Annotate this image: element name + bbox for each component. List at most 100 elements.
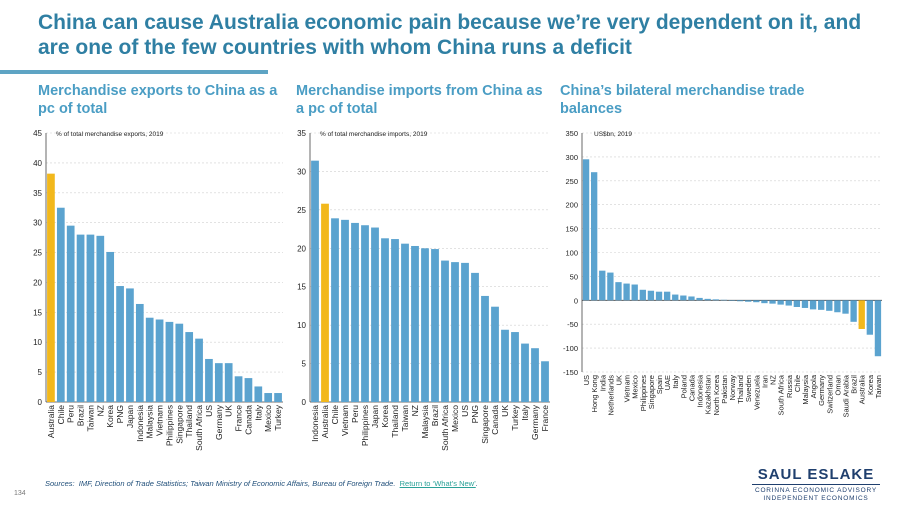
chart1-bar xyxy=(214,363,223,402)
chart1-category-label: Philippines xyxy=(164,405,174,446)
chart3-bar xyxy=(582,159,590,301)
chart2-subtitle: Merchandise imports from China as a pc o… xyxy=(296,83,543,117)
chart2-category-label: France xyxy=(540,405,550,432)
chart1-ytick-label: 40 xyxy=(33,159,42,168)
chart1-bar xyxy=(244,378,253,402)
chart3-ytick-label: -100 xyxy=(563,344,578,353)
chart3-category-label: South Africa xyxy=(777,374,786,415)
chart1-category-label: Japan xyxy=(125,405,135,428)
chart1-bar xyxy=(234,376,243,402)
chart2-category-label: Philippines xyxy=(360,405,370,446)
chart2-category-label: US xyxy=(460,405,470,417)
chart1-bar xyxy=(106,251,115,402)
chart2-bar xyxy=(421,248,429,402)
chart1-ytick-label: 30 xyxy=(33,219,42,228)
chart3-bar xyxy=(647,290,655,301)
chart3-bar xyxy=(858,300,865,329)
chart3-category-label: Canada xyxy=(687,374,696,401)
chart3-category-label: Vietnam xyxy=(623,375,632,402)
chart3-bar xyxy=(777,300,784,305)
chart1-bar xyxy=(76,234,85,402)
chart3-category-label: Pakistan xyxy=(720,375,729,404)
chart1-category-label: Germany xyxy=(214,404,224,440)
chart2-category-label: Germany xyxy=(530,404,540,440)
chart1-bar xyxy=(155,319,164,402)
chart3-bar xyxy=(591,172,598,301)
chart3-ytick-label: -50 xyxy=(567,320,578,329)
chart3-bar xyxy=(704,298,711,301)
chart1-category-label: Korea xyxy=(105,405,115,428)
page-number: 134 xyxy=(14,490,26,497)
chart3-bar xyxy=(809,300,817,310)
chart1-category-label: France xyxy=(234,405,244,432)
chart2-ytick-label: 35 xyxy=(297,129,306,138)
chart1-ytick-label: 25 xyxy=(33,249,42,258)
chart3-category-label: Germany xyxy=(817,375,826,406)
chart1-category-label: Taiwan xyxy=(85,405,95,432)
chart2-ytick-label: 15 xyxy=(297,283,306,292)
chart1-category-label: US xyxy=(204,405,214,417)
chart1-ytick-label: 45 xyxy=(33,129,42,138)
chart2-bar xyxy=(411,245,419,402)
chart2-ytick-label: 0 xyxy=(302,398,307,407)
chart3-bar xyxy=(761,300,768,304)
chart1-category-label: Malaysia xyxy=(145,405,155,439)
chart1-category-label: PNG xyxy=(115,405,125,423)
chart3-ytick-label: 300 xyxy=(565,153,578,162)
chart2-category-label: Turkey xyxy=(510,404,520,430)
chart1-ytick-label: 10 xyxy=(33,338,42,347)
chart2-category-label: Italy xyxy=(520,404,530,420)
chart3-bar xyxy=(615,282,622,301)
chart3-category-label: Taiwan xyxy=(874,375,883,398)
chart3-bar xyxy=(753,300,760,303)
chart3-category-label: Kazakhstan xyxy=(704,375,713,414)
chart2-ytick-label: 10 xyxy=(297,321,306,330)
chart2-ytick-label: 5 xyxy=(302,360,307,369)
chart2-bar xyxy=(341,219,349,402)
chart3-category-label: Malaysia xyxy=(801,374,810,404)
chart3-category-label: Italy xyxy=(671,375,680,389)
chart1-bar xyxy=(175,323,184,402)
return-link[interactable]: Return to ‘What’s New’ xyxy=(399,479,476,488)
chart1-bar xyxy=(116,286,124,402)
chart2-category-label: NZ xyxy=(410,405,420,416)
chart3-bar xyxy=(785,300,792,306)
chart1-category-label: Italy xyxy=(253,404,263,420)
chart3-bar xyxy=(655,291,663,301)
logo-tagline-1: CORINNA ECONOMIC ADVISORY xyxy=(754,487,878,494)
chart2-bar xyxy=(481,295,489,402)
chart3-category-label: Brazil xyxy=(850,375,859,394)
chart1-bar xyxy=(86,234,95,402)
chart3-bar xyxy=(842,300,849,314)
chart3-bar xyxy=(866,300,873,335)
chart1-category-label: Brazil xyxy=(76,405,86,426)
chart3-category-label: Norway xyxy=(728,375,737,401)
title-rule xyxy=(0,70,268,74)
chart2-bar xyxy=(471,272,479,402)
chart3-category-label: Hong Kong xyxy=(590,375,599,413)
chart3-ytick-label: 50 xyxy=(570,272,578,281)
chart1-bar xyxy=(224,363,233,402)
chart1-ytick-label: 20 xyxy=(33,278,42,287)
chart3-bar xyxy=(639,289,646,301)
chart3-bar xyxy=(599,270,606,301)
chart3-category-label: Netherlands xyxy=(606,375,615,416)
chart3-bar xyxy=(736,300,744,302)
chart3-category-label: Spain xyxy=(655,375,664,394)
chart2-bar xyxy=(451,262,459,402)
chart3-category-label: Iran xyxy=(760,375,769,388)
chart3-ytick-label: 200 xyxy=(565,201,578,210)
chart3-category-label: Chile xyxy=(793,375,802,392)
chart2-ytick-label: 30 xyxy=(297,167,306,176)
chart1-category-label: Thailand xyxy=(184,405,194,438)
chart1-bar xyxy=(274,393,282,402)
chart3-category-label: Poland xyxy=(679,375,688,398)
logo-divider xyxy=(752,484,880,485)
chart1-category-label: Chile xyxy=(56,405,66,425)
chart3-category-label: Korea xyxy=(866,374,875,395)
chart3-bar xyxy=(623,283,630,301)
chart1-subtitle: Merchandise exports to China as a pc of … xyxy=(38,83,278,117)
chart1-category-label: Canada xyxy=(243,405,253,435)
